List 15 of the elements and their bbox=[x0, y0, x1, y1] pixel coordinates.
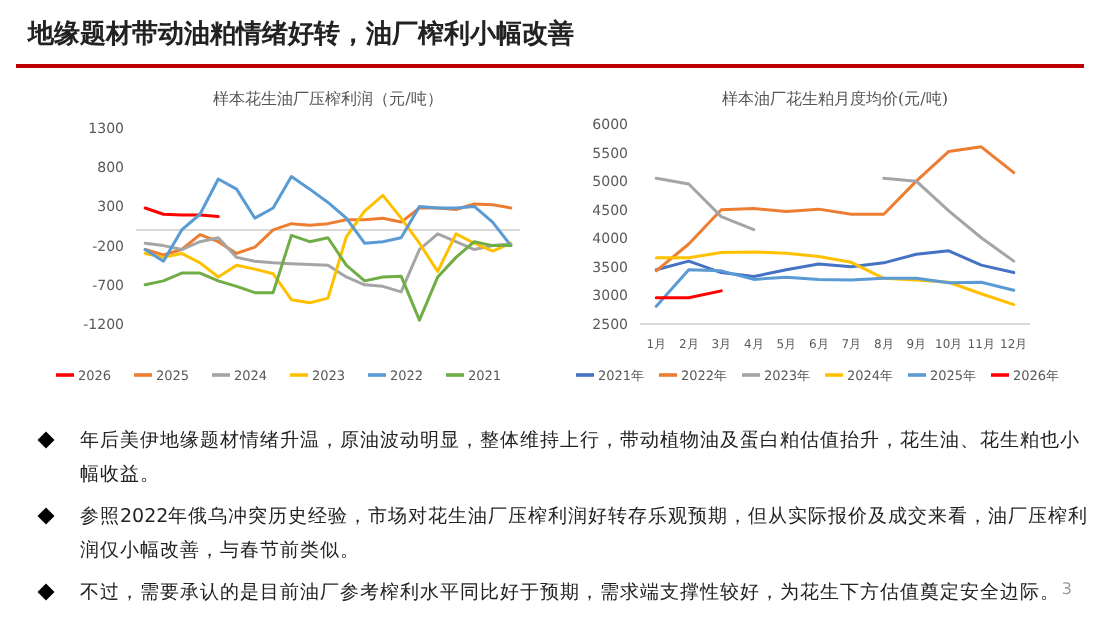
chart-title: 样本花生油厂压榨利润（元/吨） bbox=[213, 90, 443, 108]
text: 地缘题材带动油粕情绪好转，油厂榨利小幅改善 bbox=[28, 17, 574, 52]
text: 年后美伊地缘题材情绪升温，原油波动明显，整体维持上行，带动植物油及蛋白粕估值抬升，花生油、花生粕也小幅收益。 bbox=[80, 428, 1082, 490]
text: 不过，需要承认的是目前油厂参考榨利水平同比好于预期，需求端支撑性较好，为花生下方估值奠定安全边际。 bbox=[80, 582, 1060, 604]
line-series bbox=[654, 268, 1016, 308]
line-series bbox=[143, 202, 513, 257]
line-series bbox=[143, 175, 513, 263]
line-series bbox=[143, 193, 513, 305]
line-series bbox=[654, 249, 1016, 279]
text: 3 bbox=[1061, 580, 1072, 598]
text: 参照2022年俄乌冲突历史经验，市场对花生油厂压榨利润好转存乐观预期，但从实际报价及成交来看，油厂压榨利润仅小幅改善，与春节前类似。 bbox=[80, 504, 1090, 566]
line-series bbox=[143, 233, 513, 322]
line-series bbox=[654, 145, 1016, 273]
line-series bbox=[654, 250, 1016, 307]
chart-title: 样本油厂花生粕月度均价(元/吨) bbox=[722, 90, 948, 108]
